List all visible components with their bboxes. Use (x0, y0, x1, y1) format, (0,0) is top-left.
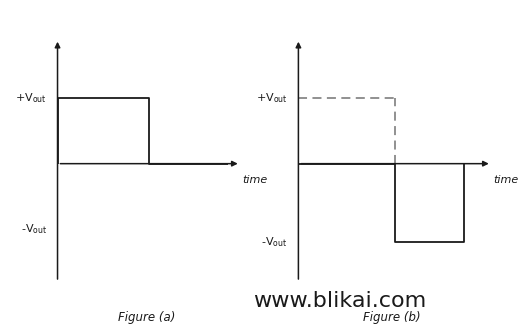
Text: +V$_\mathregular{out}$: +V$_\mathregular{out}$ (15, 91, 47, 105)
Text: Figure (b): Figure (b) (363, 311, 421, 324)
Text: -V$_\mathregular{out}$: -V$_\mathregular{out}$ (21, 223, 47, 236)
Text: -V$_\mathregular{out}$: -V$_\mathregular{out}$ (261, 236, 287, 249)
Text: time: time (242, 176, 267, 185)
Text: time: time (493, 176, 518, 185)
Text: +V$_\mathregular{out}$: +V$_\mathregular{out}$ (256, 91, 287, 105)
Text: Figure (a): Figure (a) (118, 311, 175, 324)
Text: www.blikai.com: www.blikai.com (253, 291, 427, 311)
